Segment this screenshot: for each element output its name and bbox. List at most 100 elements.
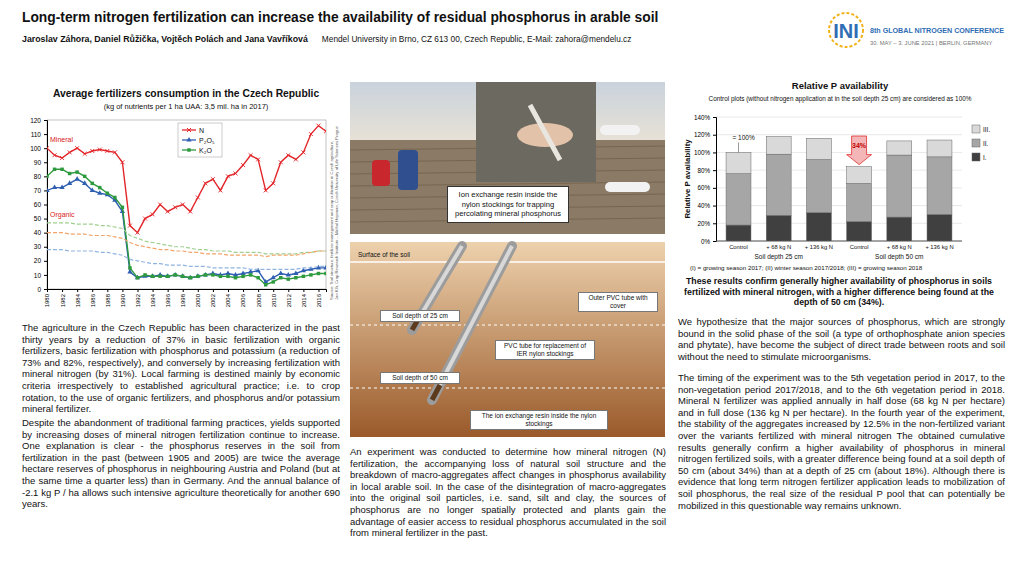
marker <box>53 153 57 157</box>
category-label: + 68 kg N <box>766 244 791 250</box>
marker <box>241 275 244 278</box>
paragraph: We hypothesize that the major sources of… <box>678 316 1005 362</box>
tick: 100 <box>30 145 47 152</box>
annotation-arrow <box>847 136 872 165</box>
bar-segment <box>806 160 831 213</box>
tick: 20 <box>34 257 47 264</box>
marker <box>106 192 109 195</box>
tick-mark <box>288 289 289 292</box>
marker <box>226 174 230 178</box>
bar-segment <box>887 217 912 241</box>
tick-label: 80 <box>34 173 42 180</box>
chart-title: Relative P availability <box>792 80 889 91</box>
marker <box>203 181 207 185</box>
grid-line <box>716 170 962 171</box>
photo-stocking <box>530 105 560 160</box>
marker <box>294 157 298 161</box>
marker <box>309 132 313 136</box>
tick: 2010 <box>271 289 277 307</box>
tick-label: 50 <box>34 215 42 222</box>
diagram-label: PVC tube for replacement of IER nylon st… <box>495 340 595 360</box>
tick-mark <box>713 223 716 224</box>
marker <box>173 205 177 209</box>
tick-mark <box>137 289 138 292</box>
diagram-label: Soil depth of 25 cm <box>380 310 460 322</box>
tick-mark <box>44 162 47 163</box>
tick: 2006 <box>240 289 246 307</box>
tick-mark <box>44 190 47 191</box>
marker <box>309 273 312 276</box>
bar-segment <box>766 154 791 215</box>
marker <box>317 272 320 275</box>
tick-label: 1998 <box>180 293 186 307</box>
tick-mark <box>107 289 108 292</box>
tick-mark <box>243 289 244 292</box>
tick: 1980 <box>44 289 50 307</box>
tick: 1988 <box>105 289 111 307</box>
tick: 80% <box>697 167 716 174</box>
marker <box>211 177 215 181</box>
marker <box>249 273 252 276</box>
marker <box>60 156 64 160</box>
tick-label: 120% <box>694 131 711 138</box>
tick-mark <box>44 275 47 276</box>
marker <box>256 268 261 273</box>
x-axis-line <box>716 241 962 242</box>
marker <box>233 272 238 277</box>
tick-mark <box>713 152 716 153</box>
category-label: Control <box>729 244 748 250</box>
tick-mark <box>44 205 47 206</box>
marker <box>47 146 49 150</box>
tick-mark <box>713 188 716 189</box>
marker <box>90 149 94 153</box>
depth-line <box>350 325 665 326</box>
marker <box>75 146 79 150</box>
marker <box>286 272 291 277</box>
bar-segment <box>887 155 912 217</box>
tick: 30 <box>34 243 47 250</box>
tick: 1994 <box>150 289 156 307</box>
grid-line <box>716 223 962 224</box>
series-line <box>47 169 326 284</box>
tick-mark <box>258 289 259 292</box>
marker <box>264 283 267 286</box>
plot-area <box>726 136 952 241</box>
tick-mark <box>44 148 47 149</box>
marker <box>82 180 87 185</box>
grid-line <box>716 205 962 206</box>
marker <box>324 272 326 275</box>
tick-mark <box>47 289 48 292</box>
legend-label: P₂O₅ <box>199 137 215 144</box>
tick-mark <box>153 289 154 292</box>
tick-mark <box>713 170 716 171</box>
photo-person <box>398 150 418 190</box>
marker <box>75 170 78 173</box>
tick-label: 100% <box>694 149 711 156</box>
axis-line <box>44 121 48 290</box>
marker <box>256 157 260 161</box>
marker <box>324 129 326 133</box>
tick-mark <box>44 134 47 135</box>
marker <box>271 181 275 185</box>
tick-label: 40 <box>34 229 42 236</box>
marker <box>279 276 282 279</box>
bar-segment <box>726 152 751 173</box>
axis-line <box>713 118 717 242</box>
marker <box>151 275 154 278</box>
paragraph: An experiment was conducted to determine… <box>350 446 666 539</box>
marker <box>249 153 253 157</box>
tick: 2014 <box>301 289 307 307</box>
grid-line <box>716 152 962 153</box>
tick-label: 0% <box>701 238 711 245</box>
soil <box>350 242 665 437</box>
tick-label: 2008 <box>256 293 262 307</box>
bar-chart: Relative P availabilityControl plots (wi… <box>683 80 990 271</box>
marker <box>120 160 124 164</box>
tick: 1998 <box>180 289 186 307</box>
marker <box>158 203 162 207</box>
axis: 0102030405060708090100110120 <box>30 117 47 293</box>
bar-segment <box>927 157 952 215</box>
marker <box>52 185 57 190</box>
tick-label: 2000 <box>195 293 201 307</box>
bar-segment <box>766 136 791 154</box>
